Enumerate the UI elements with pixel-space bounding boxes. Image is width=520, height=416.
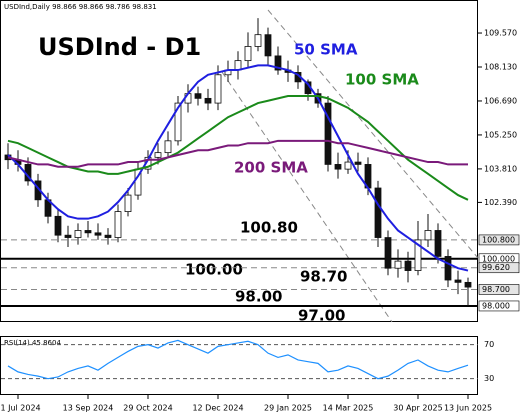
candle-body (54, 215, 62, 236)
candle-body (164, 140, 172, 154)
level-annotation: 97.00 (298, 307, 345, 325)
y-tick-label: 30 (484, 374, 494, 383)
y-tick-label: 109.570 (484, 29, 517, 38)
channel-line (221, 71, 393, 323)
candle-body (434, 230, 442, 257)
candle-body (244, 46, 252, 62)
y-tick-label: 108.130 (484, 62, 517, 71)
candle-body (124, 194, 132, 212)
x-tick-label: 13 Sep 2024 (63, 404, 114, 413)
candle-body (324, 102, 332, 165)
x-tick-label: 29 Jan 2025 (264, 404, 312, 413)
candle-body (444, 256, 452, 281)
candle-body (274, 55, 282, 71)
candle-body (454, 279, 462, 283)
rsi-title: RSI(14) 45.8604 (4, 339, 61, 347)
series-label: 100 SMA (345, 71, 419, 89)
candle-body (64, 234, 72, 238)
candle-body (114, 211, 122, 238)
sma-line (7, 64, 469, 272)
candle-body (354, 161, 362, 165)
candle-body (344, 161, 352, 170)
sma-line (7, 95, 469, 201)
candle-body (424, 230, 432, 241)
y-tick-label: 103.810 (484, 164, 517, 173)
level-label-box (478, 284, 520, 295)
rsi-frame (0, 336, 478, 395)
candle-body (74, 230, 82, 238)
candle-body (334, 164, 342, 170)
rsi-line (7, 339, 469, 380)
candle-body (264, 34, 272, 57)
candle-body (254, 34, 262, 47)
series-label: 50 SMA (294, 41, 358, 59)
candle-body (154, 152, 162, 158)
channel-line (267, 9, 479, 259)
candle-body (204, 97, 212, 104)
level-label: 98.000 (482, 301, 510, 310)
level-annotation: 98.70 (300, 268, 347, 286)
y-tick-label: 106.690 (484, 96, 517, 105)
x-tick-label: 29 Oct 2024 (123, 404, 172, 413)
candle-body (84, 230, 92, 234)
y-tick-label: 70 (484, 340, 494, 349)
level-label: 100.000 (482, 254, 515, 263)
candle-body (94, 232, 102, 236)
level-label-box (478, 234, 520, 246)
y-tick-label: 105.250 (484, 130, 517, 139)
chart-subtitle: USDInd,Daily 98.866 98.866 98.786 98.831 (4, 3, 157, 11)
chart-title: USDInd - D1 (38, 33, 201, 61)
level-label: 100.800 (482, 235, 515, 244)
level-label: 98.700 (482, 285, 510, 294)
sma-line (7, 139, 468, 168)
candle-body (394, 260, 402, 269)
candle-body (174, 102, 182, 142)
candle-body (464, 281, 472, 288)
level-label-box (478, 300, 520, 312)
level-label: 99.620 (482, 263, 510, 272)
candle-body (374, 187, 382, 238)
series-label: 200 SMA (234, 159, 308, 177)
x-tick-label: 31 Jul 2024 (0, 404, 41, 413)
level-annotation: 100.80 (240, 219, 298, 237)
level-annotation: 100.00 (185, 261, 243, 279)
x-tick-label: 13 Jun 2025 (444, 404, 492, 413)
candle-body (214, 74, 222, 104)
candle-body (194, 93, 202, 99)
x-tick-label: 12 Dec 2024 (192, 404, 243, 413)
y-tick-label: 102.390 (484, 198, 517, 207)
candle-body (384, 237, 392, 269)
candle-body (404, 260, 412, 271)
main-frame (0, 0, 478, 322)
level-annotation: 98.00 (235, 288, 282, 306)
candle-body (104, 234, 112, 238)
level-label-box (478, 262, 520, 274)
candle-body (414, 239, 422, 271)
x-tick-label: 30 Apr 2025 (393, 404, 442, 413)
x-tick-label: 14 Mar 2025 (323, 404, 374, 413)
